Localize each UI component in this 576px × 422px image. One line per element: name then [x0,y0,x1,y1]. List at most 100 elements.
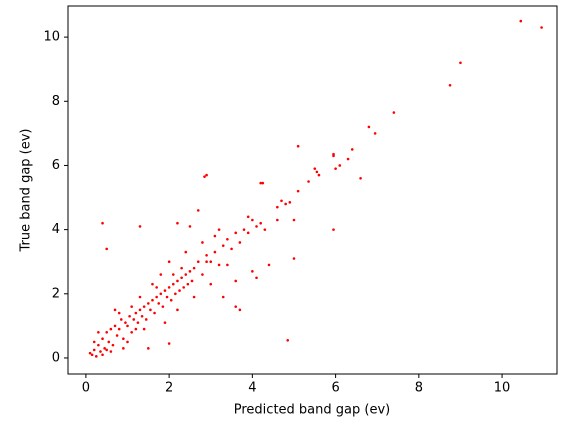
scatter-point [94,355,98,358]
scatter-point [292,218,296,222]
scatter-point [88,351,92,355]
scatter-point [192,295,196,299]
scatter-point [163,321,167,324]
scatter-point [205,253,208,257]
scatter-point [255,276,258,280]
scatter-point [115,334,119,337]
scatter-point [234,231,238,235]
scatter-point [169,298,173,302]
scatter-point [332,154,335,158]
scatter-point [119,318,123,321]
scatter-point [217,228,221,231]
scatter-point [201,241,204,244]
plot-frame [67,5,558,375]
scatter-point [171,282,175,286]
scatter-point [251,270,254,273]
scatter-point [130,305,133,308]
scatter-point [151,282,154,286]
scatter-point [105,330,109,334]
scatter-point [263,228,267,231]
scatter-point [246,231,250,235]
scatter-point [113,324,117,328]
scatter-point [196,260,200,264]
scatter-point [259,181,262,185]
x-tick-label: 10 [494,381,511,396]
scatter-point [190,279,194,283]
scatter-point [292,257,296,260]
scatter-point [188,270,192,273]
x-tick-label: 2 [165,381,173,396]
scatter-point [126,340,129,344]
scatter-point [350,148,354,151]
scatter-point [90,353,94,357]
scatter-point [261,181,265,185]
scatter-point [280,199,283,203]
scatter-point [234,305,238,308]
scatter-point [448,83,452,87]
scatter-point [338,164,342,167]
scatter-point [92,340,96,344]
scatter-point [346,157,350,161]
scatter-point [144,318,148,321]
scatter-point [107,340,111,344]
scatter-point [122,347,125,350]
scatter-point [307,180,310,183]
y-tick-label: 8 [52,94,60,109]
scatter-point [109,327,113,331]
scatter-point [101,337,104,341]
scatter-point [313,167,317,170]
y-tick-label: 4 [52,222,60,237]
x-tick-label: 4 [248,381,256,396]
scatter-point [138,295,142,299]
x-tick-label: 0 [82,381,90,396]
scatter-point [167,286,171,289]
scatter-point [138,225,142,228]
scatter-point [334,167,337,170]
scatter-point [230,247,233,251]
scatter-point [184,250,188,254]
scatter-point [276,205,279,209]
scatter-point [101,353,104,357]
scatter-point [97,330,100,334]
scatter-point [149,308,152,312]
scatter-point [286,339,290,342]
scatter-point [226,263,229,267]
x-axis-label: Predicted band gap (ev) [234,403,390,418]
scatter-point [165,295,169,299]
scatter-point [147,347,150,350]
scatter-point [109,350,113,353]
scatter-point [163,289,167,292]
scatter-point [519,19,523,23]
scatter-point [205,173,208,177]
scatter-point [105,348,109,352]
scatter-point [167,260,171,264]
scatter-point [122,337,125,341]
scatter-point [188,225,192,228]
scatter-point [186,282,190,286]
scatter-point [171,273,175,276]
scatter-point [176,221,179,225]
scatter-point [140,314,144,318]
scatter-point [174,292,177,296]
scatter-point [196,209,200,212]
scatter-point [296,189,300,193]
scatter-point [238,241,242,244]
scatter-point [392,111,396,114]
scatter-point [209,282,213,286]
scatter-point [99,350,102,353]
scatter-point [117,327,121,331]
scatter-point [359,176,362,180]
scatter-point [217,263,221,267]
scatter-point [136,321,140,324]
y-tick-label: 0 [52,350,60,365]
scatter-point [540,26,543,29]
scatter-point [176,279,179,283]
scatter-point [101,221,104,225]
scatter-point [134,311,138,315]
scatter-point [138,308,142,312]
scatter-point [226,237,229,241]
scatter-point [176,308,179,312]
scatter-point [259,221,262,225]
scatter-point [203,175,206,178]
